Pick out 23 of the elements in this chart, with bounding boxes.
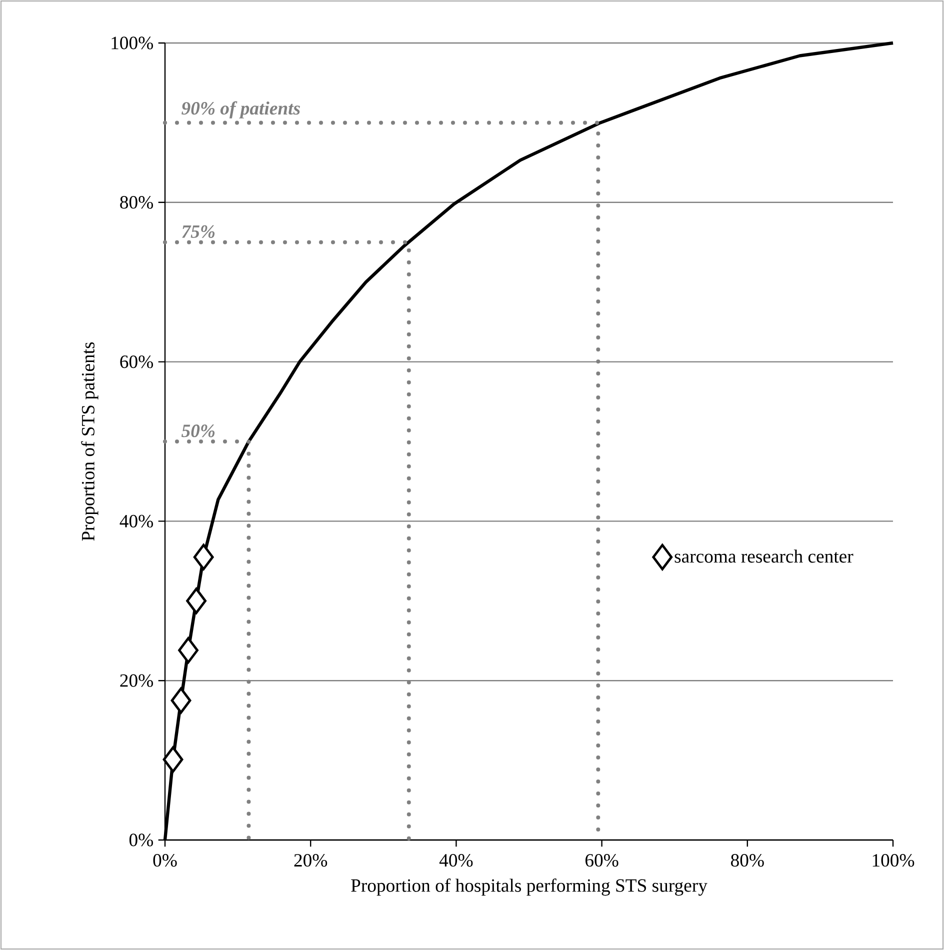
y-tick-label: 0% [129, 834, 153, 846]
y-axis-title: Proportion of STS patients [81, 342, 98, 541]
point [178, 637, 198, 664]
point [162, 746, 184, 773]
x-tick-label: 60% [585, 854, 618, 867]
legend-label: sarcoma research center [674, 550, 854, 563]
x-tick-label: 20% [294, 854, 328, 867]
y-tick-label: 100% [112, 36, 153, 50]
annotation: 75% [182, 225, 215, 238]
annotation: 90% of patients [182, 101, 300, 118]
y-tick-label: 20% [120, 674, 153, 687]
y-tick-label: 80% [120, 196, 153, 209]
x-tick-label: 40% [439, 854, 473, 867]
annotation: 50% [181, 424, 215, 438]
x-tick-label: 0% [153, 854, 177, 867]
y-tick-label: 40% [120, 514, 153, 528]
y-tick-label: 60% [120, 355, 153, 368]
point [186, 588, 206, 614]
point [193, 544, 214, 570]
x-tick-label: 100% [872, 854, 914, 867]
point [170, 687, 192, 714]
x-tick-label: 80% [731, 854, 764, 867]
x-axis-title: Proportion of hospitals performing STS surgery [351, 878, 708, 896]
